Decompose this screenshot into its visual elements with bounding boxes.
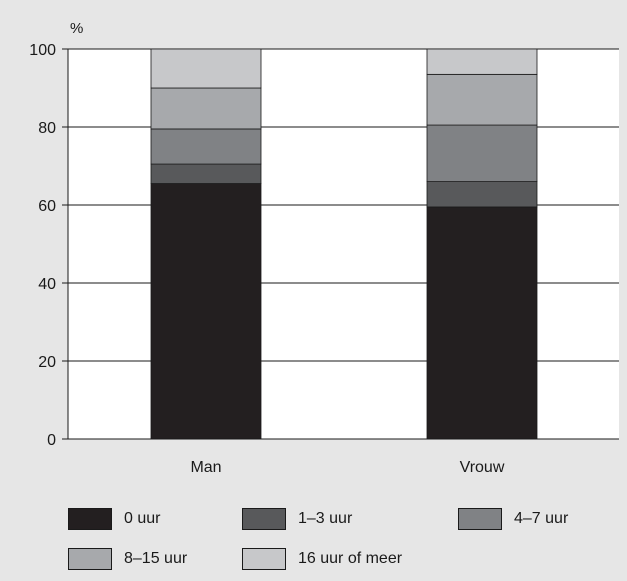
x-category-label: Man (190, 459, 221, 476)
legend-label: 4–7 uur (514, 510, 569, 527)
legend-swatch (68, 548, 112, 570)
legend-item: 16 uur of meer (242, 546, 402, 572)
legend-swatch (242, 548, 286, 570)
legend-item: 0 uur (68, 506, 160, 532)
y-tick-label: 100 (29, 42, 56, 59)
legend-label: 1–3 uur (298, 510, 353, 527)
legend-item: 8–15 uur (68, 546, 187, 572)
y-tick-label: 0 (47, 432, 56, 449)
bar-segment-man-3 (150, 87, 262, 130)
bars (150, 48, 538, 440)
y-tick-label: 40 (38, 276, 56, 293)
y-tick-labels: 0 20 40 60 80 100 (29, 42, 56, 449)
legend-item: 1–3 uur (242, 506, 352, 532)
bar-segment-vrouw-2 (426, 124, 538, 183)
stacked-bar-chart: % 0 20 40 60 80 100 Man Vrouw (29, 20, 619, 476)
bar-segment-vrouw-0 (426, 206, 538, 440)
bar-segment-man-0 (150, 183, 262, 440)
y-unit-label: % (70, 20, 83, 37)
legend-swatch (68, 508, 112, 530)
legend-label: 0 uur (124, 510, 161, 527)
bar-segment-man-2 (150, 128, 262, 165)
axes (62, 48, 619, 440)
legend-label: 8–15 uur (124, 550, 188, 567)
y-tick-label: 60 (38, 198, 56, 215)
bar-segment-vrouw-1 (426, 181, 538, 208)
bar-segment-man-1 (150, 163, 262, 184)
y-tick-label: 80 (38, 120, 56, 137)
legend-item: 4–7 uur (458, 506, 568, 532)
x-category-labels: Man Vrouw (190, 459, 504, 476)
x-category-label: Vrouw (460, 459, 505, 476)
legend: 0 uur 1–3 uur 4–7 uur 8–15 uur 16 uur of mee… (0, 500, 627, 581)
bar-segment-vrouw-4 (426, 48, 538, 75)
legend-swatch (242, 508, 286, 530)
legend-label: 16 uur of meer (298, 550, 403, 567)
bar-segment-vrouw-3 (426, 73, 538, 126)
bar-segment-man-4 (150, 48, 262, 89)
legend-swatch (458, 508, 502, 530)
y-tick-label: 20 (38, 354, 56, 371)
